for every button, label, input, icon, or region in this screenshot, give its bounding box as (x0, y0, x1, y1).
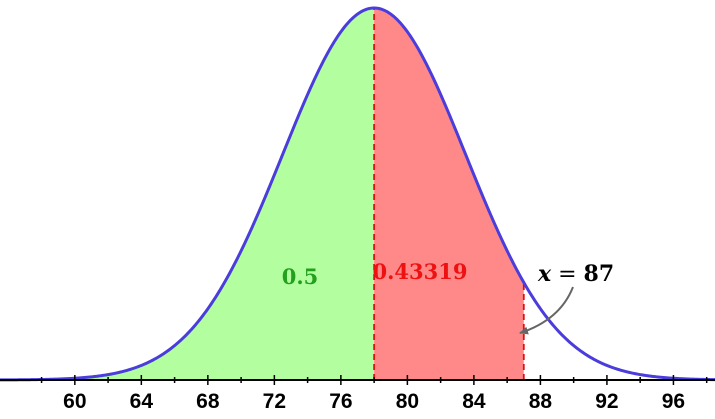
tick-label: 60 (63, 390, 86, 413)
left-area-label: 0.5 (282, 264, 319, 289)
tick-label: 72 (263, 390, 286, 413)
tick-label: 88 (529, 390, 553, 413)
marker-arrow (519, 286, 574, 335)
tick-label: 96 (662, 390, 685, 413)
tick-label: 92 (595, 390, 618, 413)
shaded-region-left (0, 8, 375, 380)
shaded-region-right (374, 8, 524, 380)
tick-label: 68 (196, 390, 220, 413)
right-area-label: 0.43319 (373, 259, 468, 284)
marker-annotation-label: x = 87 (537, 261, 614, 287)
density-curve (0, 6, 715, 382)
x-axis-tick-labels: 60 64 68 72 76 80 84 88 92 96 (63, 390, 685, 413)
marker-equals: = (551, 262, 583, 287)
tick-label: 80 (396, 390, 419, 413)
tick-label: 76 (329, 390, 352, 413)
boundary-lines (373, 8, 525, 380)
shaded-regions (0, 8, 524, 380)
marker-variable: x (537, 261, 552, 287)
tick-label: 84 (462, 390, 486, 413)
marker-value: 87 (584, 261, 615, 287)
x-axis-ticks (40, 375, 708, 385)
tick-label: 64 (130, 390, 154, 413)
